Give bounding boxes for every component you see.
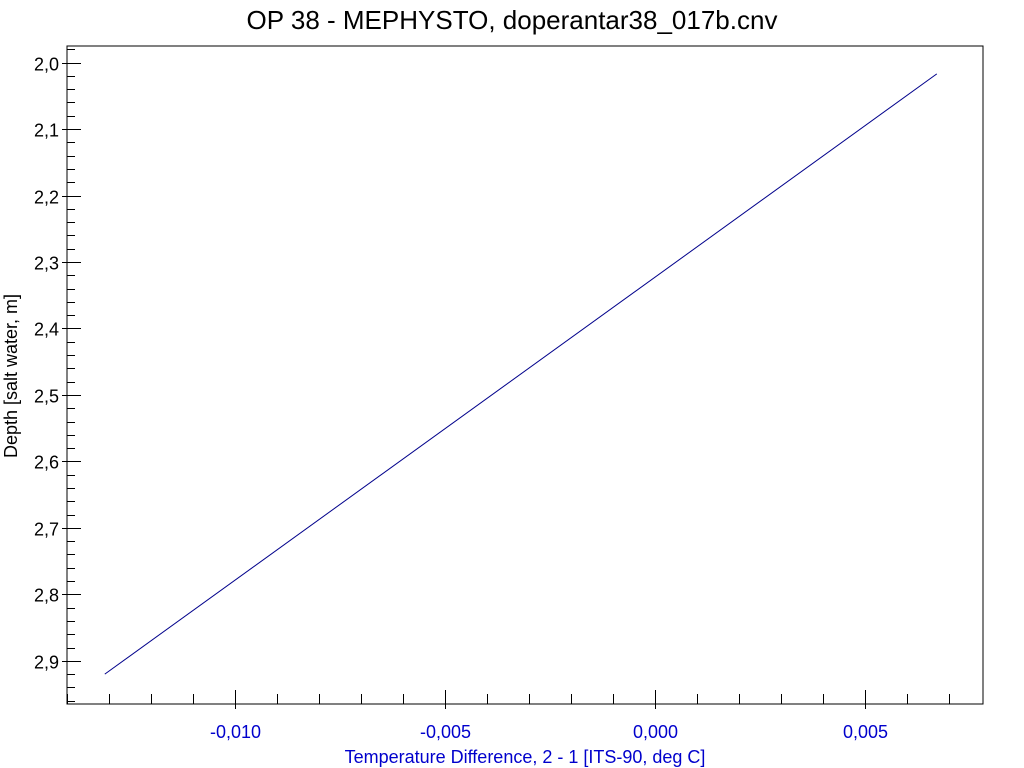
y-tick-label: 2,3 xyxy=(34,254,59,274)
y-axis-label: Depth [salt water, m] xyxy=(1,294,21,458)
plot-frame xyxy=(66,45,984,705)
y-tick-label: 2,2 xyxy=(34,188,59,208)
x-tick-label: 0,000 xyxy=(633,722,678,742)
x-axis-label: Temperature Difference, 2 - 1 [ITS-90, d… xyxy=(345,747,706,767)
y-tick-label: 2,4 xyxy=(34,320,59,340)
y-tick-label: 2,0 xyxy=(34,55,59,75)
y-tick-label: 2,1 xyxy=(34,121,59,141)
y-tick-label: 2,7 xyxy=(34,520,59,540)
plot-area: 2,0 2,1 2,2 2,3 2,4 2,5 2,6 2,7 2,8 2,9 -0,010 -0,0… xyxy=(34,45,984,742)
y-tick-label: 2,6 xyxy=(34,453,59,473)
y-tick-label: 2,9 xyxy=(34,653,59,673)
series-line xyxy=(104,73,938,675)
y-tick-label: 2,8 xyxy=(34,586,59,606)
chart-title: OP 38 - MEPHYSTO, doperantar38_017b.cnv xyxy=(247,5,778,35)
x-tick-label: -0,010 xyxy=(210,722,261,742)
y-tick-label: 2,5 xyxy=(34,387,59,407)
x-tick-label: 0,005 xyxy=(843,722,888,742)
x-tick-label: -0,005 xyxy=(420,722,471,742)
